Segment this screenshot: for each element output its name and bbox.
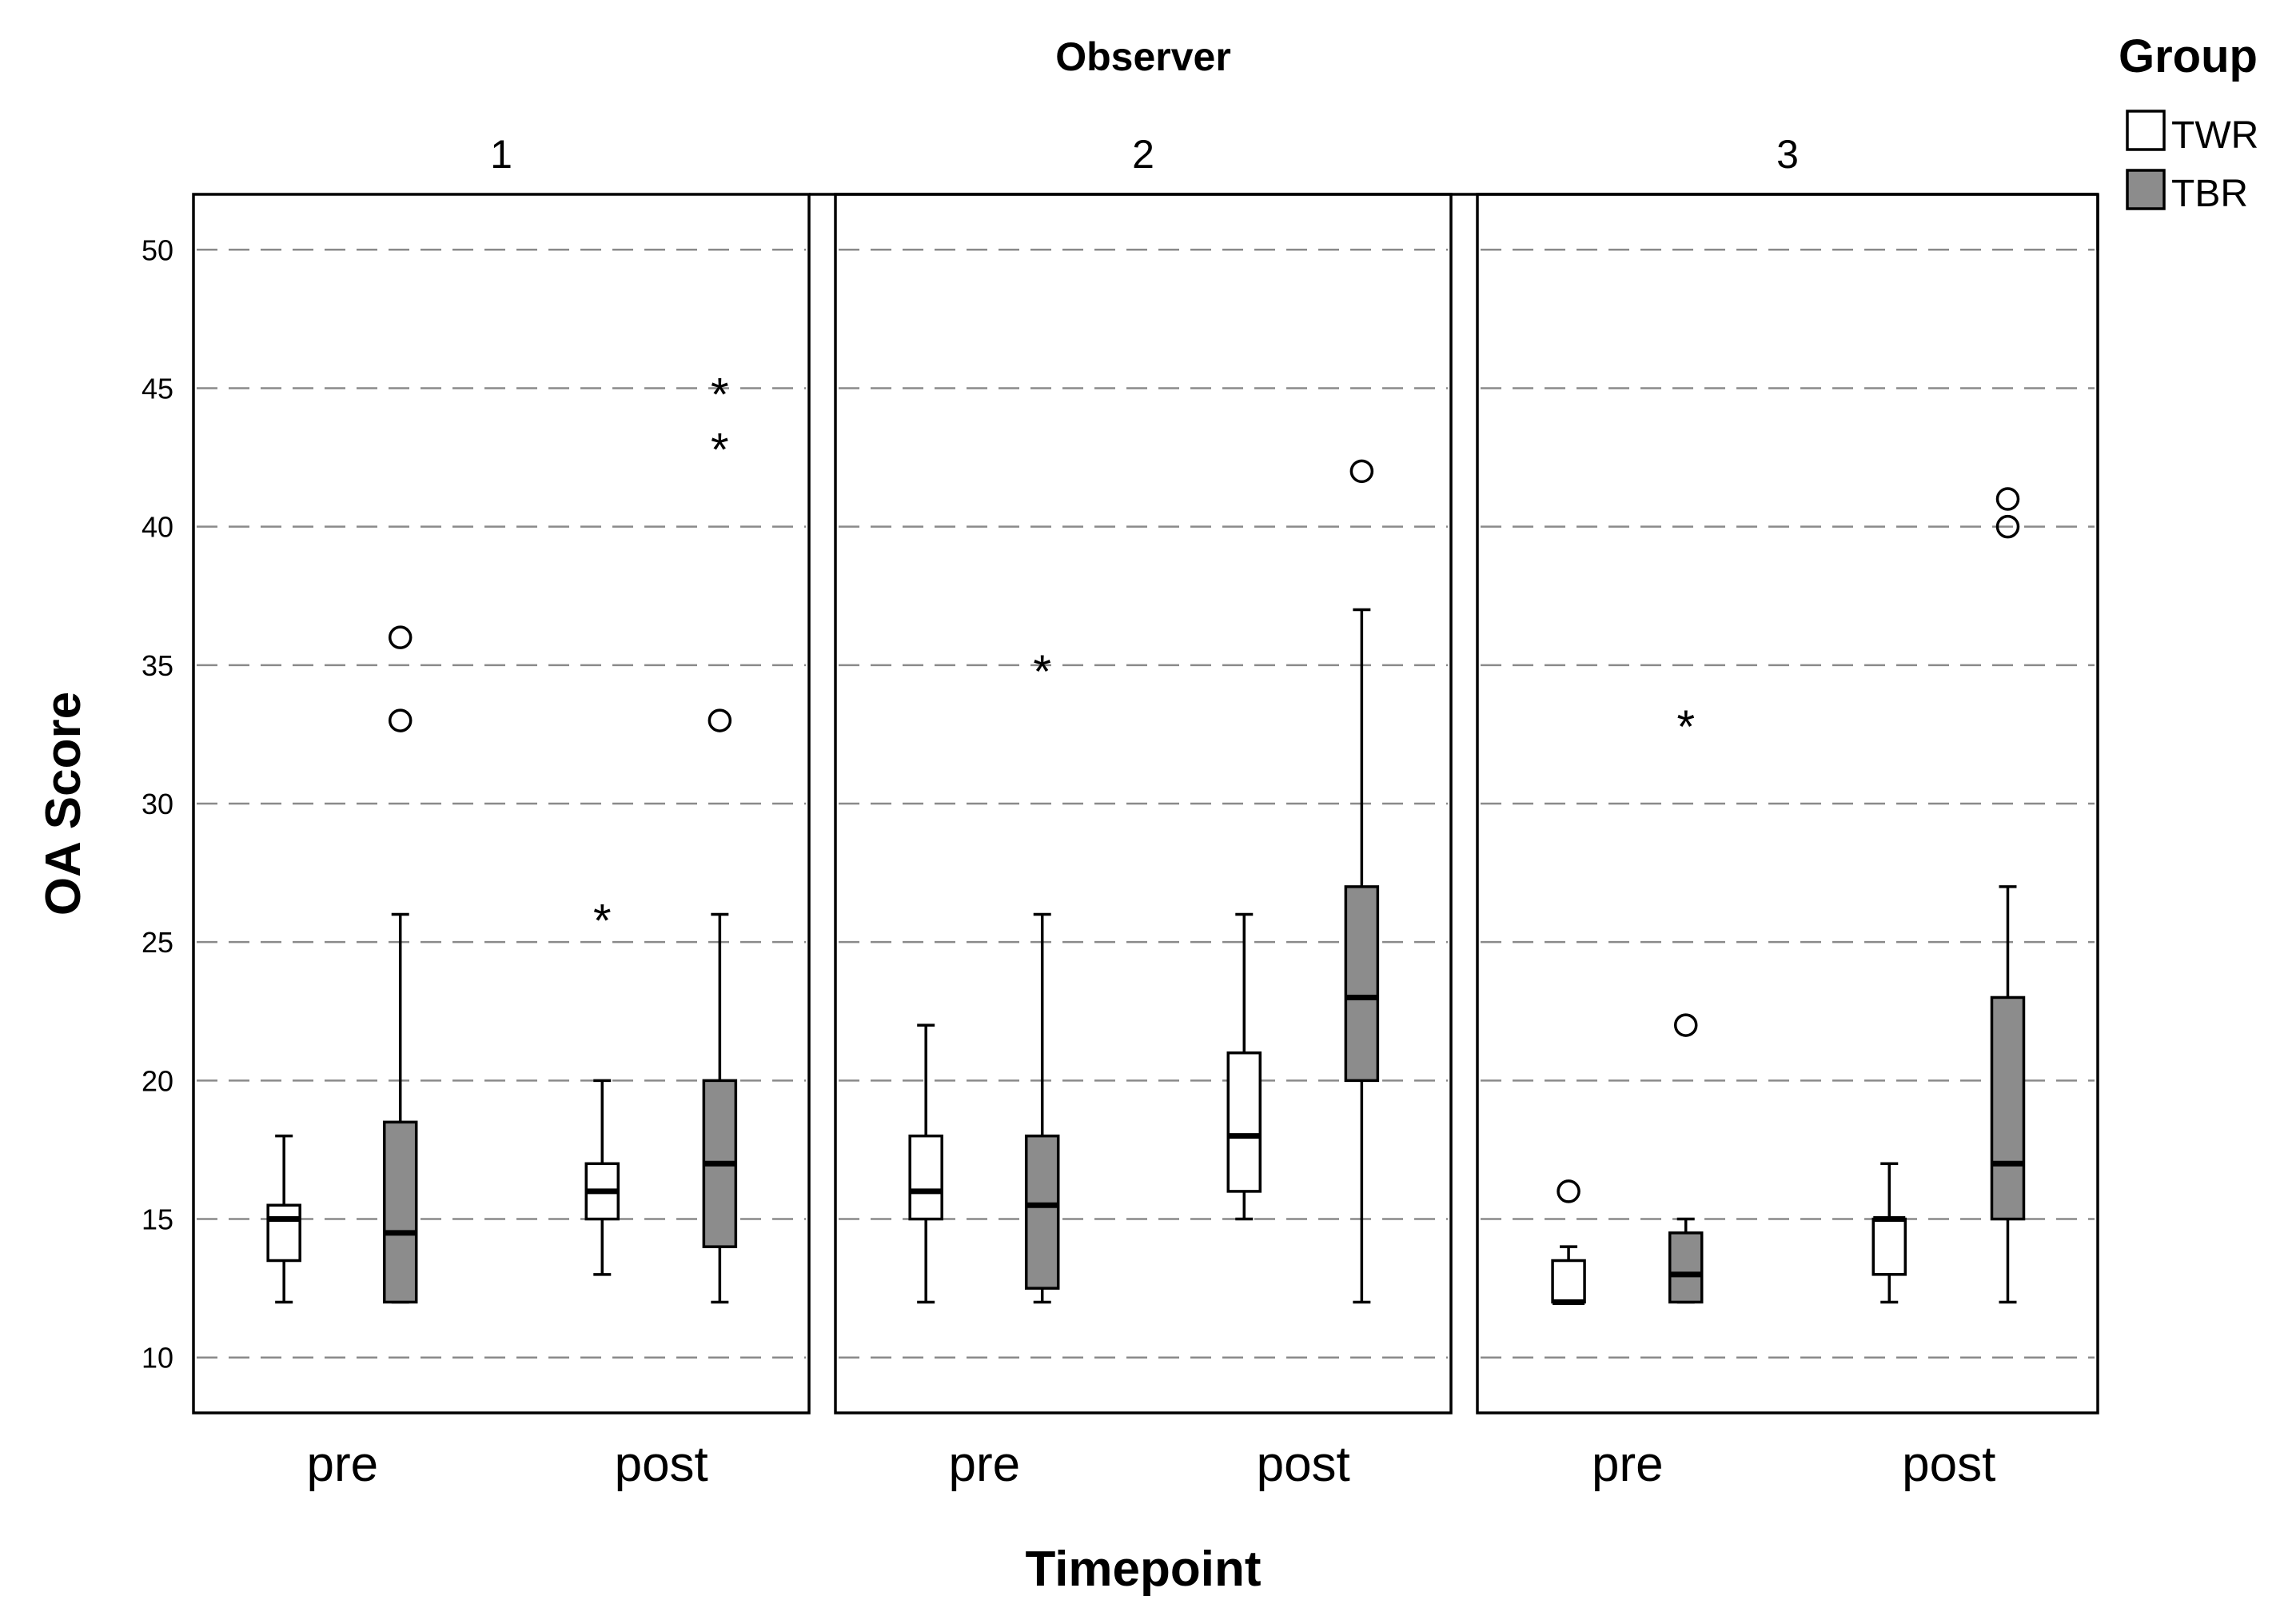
outlier-point [388, 708, 413, 732]
y-tick-label: 45 [142, 372, 173, 405]
y-tick-label: 30 [142, 788, 173, 820]
y-tick-label: 25 [142, 926, 173, 959]
y-tick-label: 50 [142, 233, 173, 266]
box-body [1551, 1259, 1586, 1304]
box-3-pre-tbr: * [1668, 701, 1704, 1304]
panel-label: 3 [1776, 132, 1799, 177]
box-body [908, 1134, 943, 1221]
legend-swatch-twr [2126, 110, 2166, 151]
box-3-post-tbr [1990, 487, 2026, 1304]
outlier-point [388, 625, 413, 649]
y-tick-label: 20 [142, 1064, 173, 1097]
box-body [1344, 885, 1380, 1083]
box-body [266, 1203, 301, 1263]
box-body [382, 1120, 418, 1304]
legend-label-twr: TWR [2171, 114, 2258, 157]
outlier-point [1557, 1179, 1580, 1203]
extreme-point: * [711, 369, 729, 421]
grid-layer: 10 15 20 25 30 35 40 45 50 [142, 233, 2095, 1375]
y-tick-label: 35 [142, 649, 173, 682]
y-tick-label: 10 [142, 1342, 173, 1375]
x-tick-label: post [1902, 1437, 1995, 1492]
x-axis-title: Timepoint [1025, 1542, 1261, 1597]
facet-title: Observer [1055, 34, 1231, 79]
x-tick-label: pre [307, 1437, 379, 1492]
extreme-point: * [593, 896, 612, 948]
box-2-pre-twr [908, 1023, 943, 1304]
outlier-point [708, 708, 732, 732]
legend-title: Group [2119, 30, 2258, 82]
outlier-point [1349, 459, 1374, 484]
outlier-point [1995, 514, 2020, 539]
panel-layer: 1 pre post 2 pre post 3 pre post [192, 132, 2099, 1492]
box-2-post-tbr [1344, 459, 1380, 1304]
extreme-point: * [1033, 646, 1051, 698]
box-1-pre-twr [266, 1134, 301, 1304]
box-body [1871, 1217, 1907, 1276]
y-axis-title: OA Score [36, 692, 91, 916]
y-tick-label: 15 [142, 1203, 173, 1236]
box-3-post-twr [1871, 1162, 1907, 1304]
x-tick-label: pre [949, 1437, 1021, 1492]
panel-label: 1 [490, 132, 512, 177]
legend-swatch-tbr [2126, 169, 2166, 210]
box-2-pre-tbr: * [1024, 646, 1060, 1304]
y-tick-label: 40 [142, 511, 173, 544]
box-3-pre-twr [1551, 1179, 1586, 1305]
box-1-post-tbr: ** [702, 369, 738, 1304]
mark-layer: ***** [266, 369, 2026, 1305]
box-1-pre-tbr [382, 625, 418, 1304]
panel-frame-1 [192, 193, 811, 1414]
x-tick-label: post [615, 1437, 708, 1492]
x-tick-label: post [1257, 1437, 1350, 1492]
outlier-point [1673, 1013, 1698, 1037]
legend-label-tbr: TBR [2171, 173, 2248, 215]
box-body [1668, 1231, 1704, 1304]
box-1-post-twr: * [584, 896, 620, 1276]
box-2-post-twr [1226, 912, 1262, 1221]
box-body [1024, 1134, 1060, 1290]
box-body [1990, 996, 2026, 1221]
extreme-point: * [1676, 701, 1695, 753]
panel-label: 2 [1132, 132, 1154, 177]
box-body [1226, 1051, 1262, 1193]
outlier-point [1995, 487, 2020, 511]
x-tick-label: pre [1592, 1437, 1664, 1492]
extreme-point: * [711, 425, 729, 477]
